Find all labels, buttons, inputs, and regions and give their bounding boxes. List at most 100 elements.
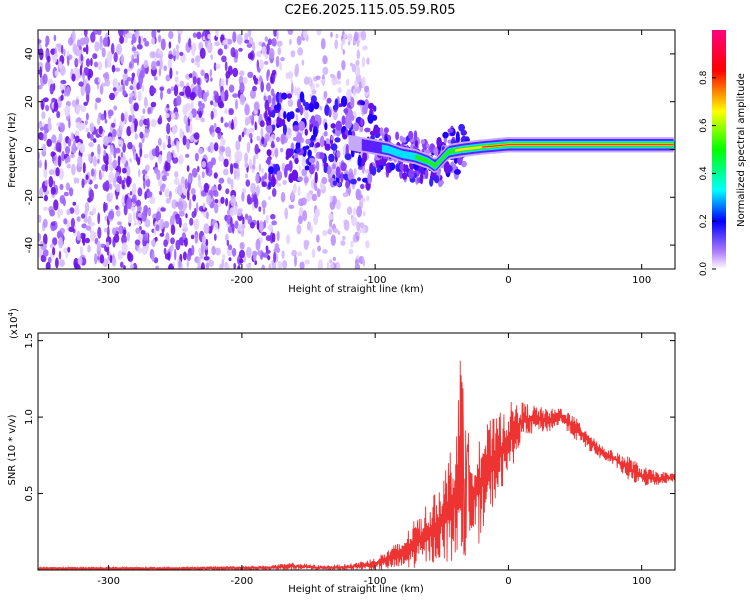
noise-speck [337,87,342,94]
noise-speck [77,155,83,168]
noise-speck [52,55,57,64]
noise-speck [217,48,223,56]
noise-speck [38,246,42,258]
noise-speck [302,30,308,39]
noise-speck [213,122,217,129]
noise-speck [353,207,356,216]
noise-speck [138,73,144,86]
noise-speck [170,237,175,245]
x-tick-label-top: -200 [231,275,254,286]
noise-speck [43,249,49,257]
noise-speck [89,189,94,202]
noise-speck [85,174,89,180]
ridge-cloud-speck [363,99,370,110]
noise-speck [143,59,149,69]
noise-speck [258,163,262,172]
noise-speck [172,262,175,267]
noise-speck [234,220,239,229]
noise-speck [191,48,196,56]
noise-speck [44,159,47,170]
noise-speck [169,67,173,79]
ridge-cloud-speck [298,120,305,132]
noise-speck [158,154,163,164]
noise-speck [361,56,366,68]
noise-speck [60,209,63,216]
noise-speck [127,141,133,150]
noise-speck [188,112,193,120]
noise-speck [259,75,263,83]
noise-speck [147,208,151,216]
noise-speck [132,194,137,204]
noise-speck [97,158,100,164]
figure-title: C2E6.2025.115.05.59.R05 [284,3,455,18]
noise-speck [198,174,201,181]
noise-speck [123,204,128,216]
noise-speck [107,109,114,117]
noise-speck [79,104,83,111]
noise-speck [118,30,124,37]
noise-speck [94,183,98,190]
noise-speck [238,258,244,264]
colorbar-tick-label: 0.2 [699,214,709,228]
noise-speck [150,87,157,94]
noise-speck [104,227,108,233]
ridge-cloud-speck [442,131,449,139]
noise-speck [200,262,205,269]
noise-speck [225,70,231,79]
noise-speck [287,30,294,36]
noise-speck [165,197,171,204]
noise-speck [267,38,273,46]
noise-speck [132,114,135,122]
noise-speck [53,34,57,42]
noise-speck [120,151,124,158]
noise-speck [133,211,136,222]
noise-speck [348,248,354,255]
noise-speck [124,80,129,86]
ridge-cloud-speck [280,133,286,145]
noise-speck [261,46,267,56]
noise-speck [59,83,65,91]
noise-speck [268,196,272,201]
noise-speck [75,105,80,115]
ridge-cloud-speck [284,164,291,171]
noise-speck [228,244,233,251]
noise-speck [90,222,96,227]
noise-speck [193,219,200,230]
noise-speck [142,174,146,182]
noise-speck [150,118,157,128]
noise-speck [81,213,86,219]
noise-speck [261,200,267,209]
noise-speck [301,168,308,177]
noise-speck [160,207,166,212]
noise-speck [169,190,172,198]
noise-speck [38,70,41,75]
noise-speck [170,224,176,236]
noise-speck [203,223,210,235]
ridge-cloud-speck [362,151,367,163]
noise-speck [50,151,56,158]
noise-speck [172,48,176,57]
noise-speck [245,263,252,269]
noise-speck [126,231,130,242]
noise-speck [51,222,56,227]
noise-speck [141,210,147,222]
noise-speck [250,182,256,194]
noise-speck [41,149,47,157]
noise-speck [85,112,89,121]
noise-speck [355,59,360,66]
noise-speck [353,168,357,176]
noise-speck [230,217,233,228]
noise-speck [318,259,323,269]
ridge-cloud-speck [413,130,418,141]
ridge-cloud-speck [373,105,377,112]
noise-speck [204,72,209,79]
ridge-cloud-speck [443,161,451,174]
noise-speck [276,30,279,41]
noise-speck [260,81,265,93]
noise-speck [47,123,52,131]
noise-speck [315,83,320,88]
noise-speck [280,57,285,62]
noise-speck [72,201,77,206]
noise-speck [210,157,216,166]
ridge-cloud-speck [276,102,280,111]
